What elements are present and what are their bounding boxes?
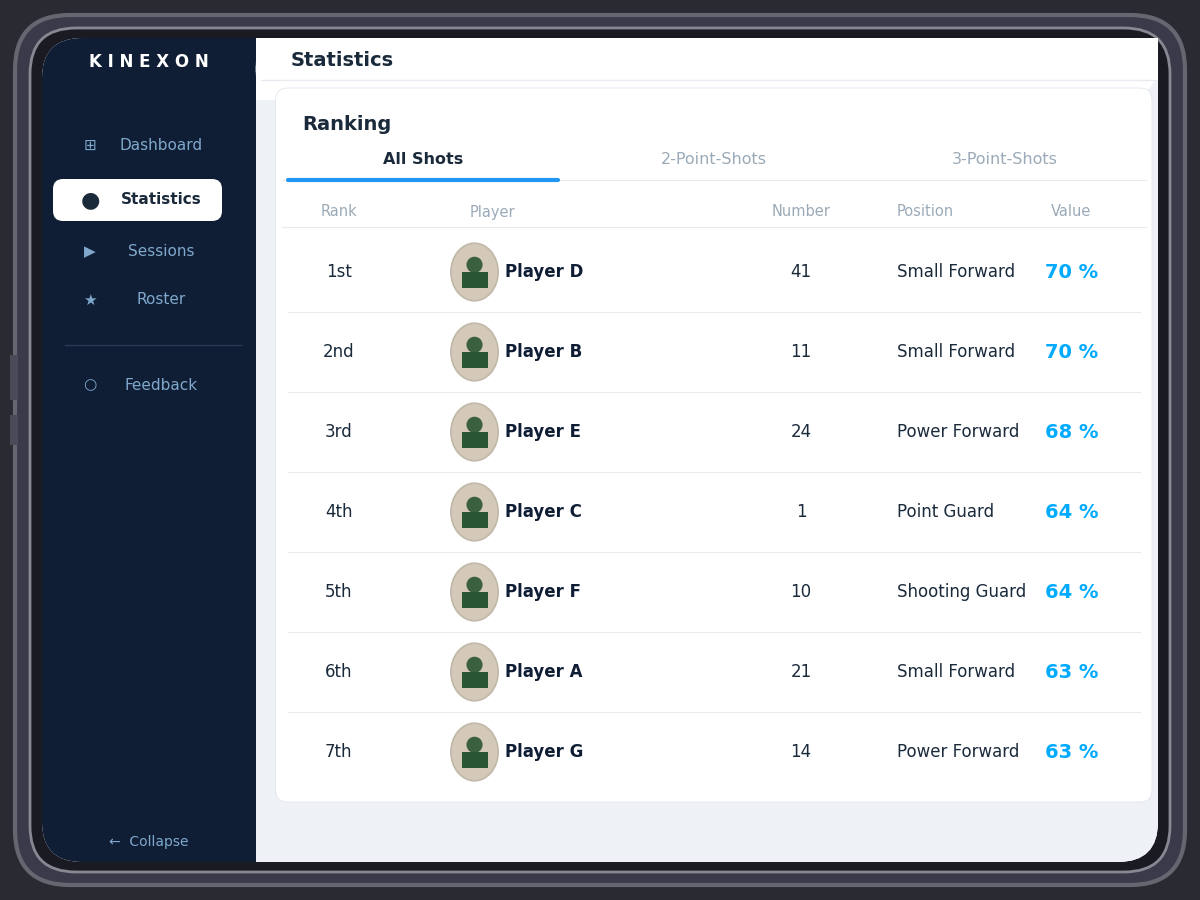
FancyBboxPatch shape [276,88,1152,802]
Text: 24: 24 [791,423,811,441]
Circle shape [467,737,482,753]
Text: Point Guard: Point Guard [898,503,994,521]
FancyBboxPatch shape [14,15,1186,885]
Bar [462,752,487,768]
Bar [244,38,274,862]
Text: Ranking: Ranking [302,115,392,134]
Ellipse shape [451,243,498,301]
FancyBboxPatch shape [42,38,286,862]
Text: Player: Player [469,204,515,220]
Circle shape [467,497,482,513]
Text: 5th: 5th [325,583,353,601]
FancyBboxPatch shape [256,38,1158,862]
Ellipse shape [451,563,498,621]
Text: Player C: Player C [505,503,582,521]
Text: 64 %: 64 % [1045,502,1098,521]
Bar [10,355,18,400]
Text: 63 %: 63 % [1045,742,1098,761]
Text: Small Forward: Small Forward [898,663,1015,681]
Text: Small Forward: Small Forward [898,263,1015,281]
Text: ⊞: ⊞ [84,138,96,152]
Text: Dashboard: Dashboard [119,138,203,152]
Circle shape [467,657,482,673]
Text: 64 %: 64 % [1045,582,1098,601]
Text: Shooting Guard: Shooting Guard [898,583,1026,601]
Bar [462,672,487,688]
Text: ←  Collapse: ← Collapse [109,835,188,849]
Ellipse shape [451,403,498,461]
Text: Number: Number [772,204,830,220]
FancyBboxPatch shape [53,179,222,221]
Bar [462,272,487,288]
Text: ●: ● [80,190,100,210]
Text: 2nd: 2nd [323,343,354,361]
Circle shape [467,337,482,353]
Text: Player D: Player D [505,263,583,281]
Text: Statistics: Statistics [120,193,202,208]
Text: 6th: 6th [325,663,353,681]
Text: ○: ○ [83,377,97,392]
Text: 14: 14 [791,743,811,761]
Text: 41: 41 [791,263,811,281]
Text: 68 %: 68 % [1045,422,1098,442]
Text: 3rd: 3rd [325,423,353,441]
Text: 1: 1 [796,503,806,521]
Text: Statistics: Statistics [290,50,394,69]
Text: Rank: Rank [320,204,358,220]
Text: 21: 21 [791,663,811,681]
Ellipse shape [451,483,498,541]
Text: 3-Point-Shots: 3-Point-Shots [952,152,1057,167]
Bar [256,38,1158,80]
Circle shape [467,417,482,433]
Ellipse shape [451,724,498,781]
Text: 70 %: 70 % [1045,343,1098,362]
Text: Feedback: Feedback [125,377,197,392]
Text: Sessions: Sessions [127,245,194,259]
Text: 1st: 1st [325,263,352,281]
Text: 7th: 7th [325,743,353,761]
Text: K I N E X O N: K I N E X O N [89,53,209,71]
FancyBboxPatch shape [30,28,1170,872]
Ellipse shape [451,644,498,701]
Text: Player G: Player G [505,743,583,761]
Text: Roster: Roster [136,292,186,308]
Text: ▶: ▶ [84,245,96,259]
FancyBboxPatch shape [256,38,1158,100]
Ellipse shape [451,323,498,381]
Text: Power Forward: Power Forward [898,743,1019,761]
Text: 63 %: 63 % [1045,662,1098,681]
Text: 10: 10 [791,583,811,601]
Text: Player A: Player A [505,663,583,681]
Text: ★: ★ [83,292,97,308]
Text: 4th: 4th [325,503,353,521]
Text: Position: Position [898,204,954,220]
Circle shape [467,256,482,273]
Bar [10,415,18,445]
Bar [462,352,487,368]
Bar [462,512,487,527]
Text: Value: Value [1051,204,1092,220]
Circle shape [467,577,482,593]
Text: 70 %: 70 % [1045,263,1098,282]
Bar [462,592,487,608]
Bar [462,432,487,448]
FancyBboxPatch shape [42,38,1158,862]
Text: 2-Point-Shots: 2-Point-Shots [661,152,767,167]
Text: Player E: Player E [505,423,581,441]
Text: Player F: Player F [505,583,581,601]
Text: All Shots: All Shots [383,152,463,167]
Text: 11: 11 [791,343,811,361]
Text: Power Forward: Power Forward [898,423,1019,441]
Text: Small Forward: Small Forward [898,343,1015,361]
Bar [256,38,298,100]
Text: Player B: Player B [505,343,582,361]
Bar [256,38,298,862]
